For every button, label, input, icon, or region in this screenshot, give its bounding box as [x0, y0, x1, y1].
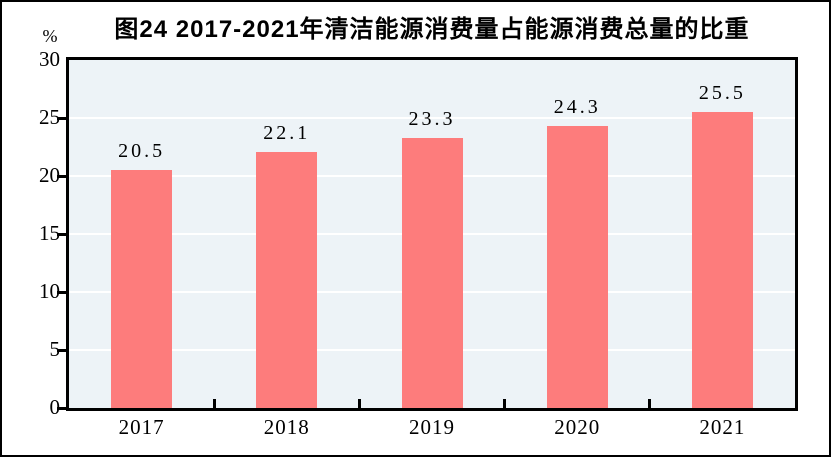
- x-axis-category-label: 2018: [263, 415, 310, 439]
- x-axis-tick: [357, 399, 361, 408]
- x-axis-tick: [212, 399, 216, 408]
- y-axis-tick-label: 15: [39, 221, 60, 245]
- y-axis-tick-label: 0: [49, 395, 61, 419]
- y-axis-tick: [57, 174, 66, 178]
- bar: [546, 126, 608, 408]
- gridline: [69, 117, 795, 119]
- x-axis-tick: [648, 399, 652, 408]
- y-axis-tick-label: 25: [39, 105, 60, 129]
- y-axis-unit-label: %: [42, 26, 58, 46]
- x-axis-category-label: 2019: [408, 415, 455, 439]
- y-axis-tick: [57, 116, 66, 120]
- bar: [111, 170, 173, 408]
- x-axis-category-label: 2021: [699, 415, 746, 439]
- bar-value-label: 20.5: [118, 140, 166, 163]
- y-axis-tick: [57, 232, 66, 236]
- bar-value-label: 23.3: [408, 107, 456, 130]
- x-axis-category-label: 2020: [554, 415, 601, 439]
- x-axis-tick: [503, 399, 507, 408]
- plot-area: 20.5 22.1 23.3 24.3 25.5: [66, 57, 798, 411]
- y-axis-tick: [57, 406, 66, 410]
- bar: [256, 151, 318, 408]
- x-axis-category-label: 2017: [118, 415, 165, 439]
- bar-value-label: 25.5: [698, 82, 746, 105]
- bar-value-label: 22.1: [263, 121, 311, 144]
- y-axis-tick-label: 5: [49, 337, 61, 361]
- y-axis-tick-label: 20: [39, 163, 60, 187]
- y-axis-tick-label: 30: [39, 47, 60, 71]
- bar: [691, 112, 753, 408]
- bar: [401, 137, 463, 408]
- chart-title: 图24 2017-2021年清洁能源消费量占能源消费总量的比重: [114, 16, 750, 43]
- y-axis-tick: [57, 290, 66, 294]
- y-axis-tick-label: 10: [39, 279, 60, 303]
- y-axis-tick: [57, 348, 66, 352]
- bar-value-label: 24.3: [553, 96, 601, 119]
